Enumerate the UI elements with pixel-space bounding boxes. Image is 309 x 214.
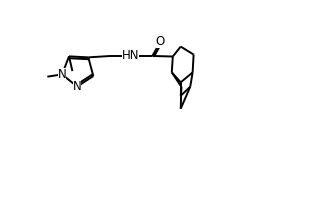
Text: HN: HN xyxy=(121,49,139,62)
Text: N: N xyxy=(58,68,66,81)
Text: N: N xyxy=(73,80,82,93)
Text: O: O xyxy=(156,35,165,48)
